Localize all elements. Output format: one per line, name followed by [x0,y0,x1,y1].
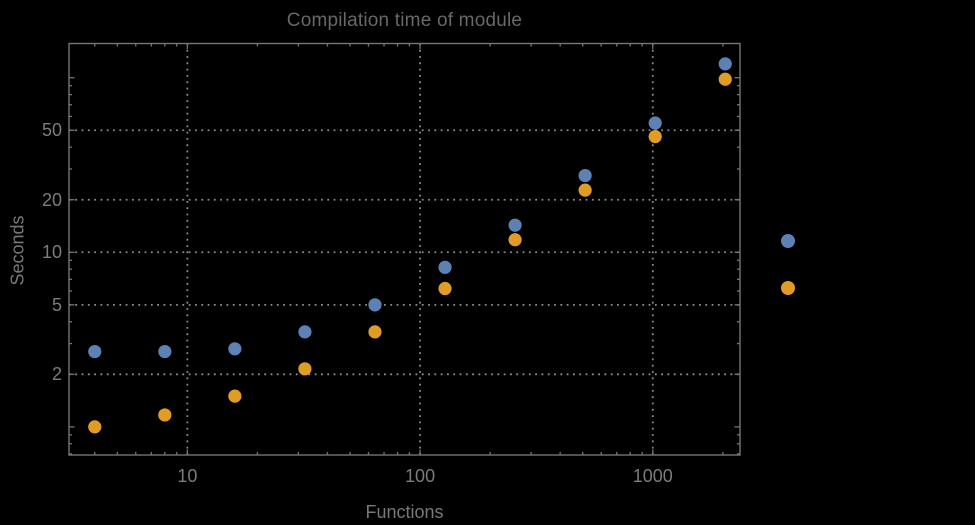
y-tick-label: 20 [41,189,62,210]
data-point-orange [228,389,242,403]
data-point-blue [298,325,312,339]
data-point-blue [228,342,242,356]
data-point-blue [158,344,172,359]
x-axis-label: Functions [365,502,444,522]
data-point-orange [438,281,452,296]
y-tick-label: 2 [51,364,62,385]
data-point-orange [648,129,662,144]
x-tick-label: 1000 [632,466,673,486]
data-point-orange [158,408,172,422]
data-point-blue [438,260,452,274]
data-point-orange [298,362,312,376]
legend-marker-orange [781,281,795,295]
data-point-blue [368,298,382,312]
y-tick-label: 5 [51,294,62,315]
plot-frame [68,42,741,456]
data-point-blue [578,168,592,183]
data-point-orange [368,325,382,339]
legend-marker-blue [781,234,795,248]
x-tick-label: 100 [405,466,436,486]
data-point-blue [718,57,732,71]
data-point-blue [508,218,522,232]
data-point-orange [718,72,732,86]
x-tick-label: 10 [177,466,198,486]
data-point-blue [648,116,662,130]
data-point-orange [508,233,522,247]
y-tick-label: 50 [41,120,62,141]
data-point-orange [578,183,592,197]
data-point-blue [88,344,102,359]
chart-title: Compilation time of module [286,10,523,31]
y-tick-label: 10 [41,242,62,263]
data-point-orange [88,420,102,434]
